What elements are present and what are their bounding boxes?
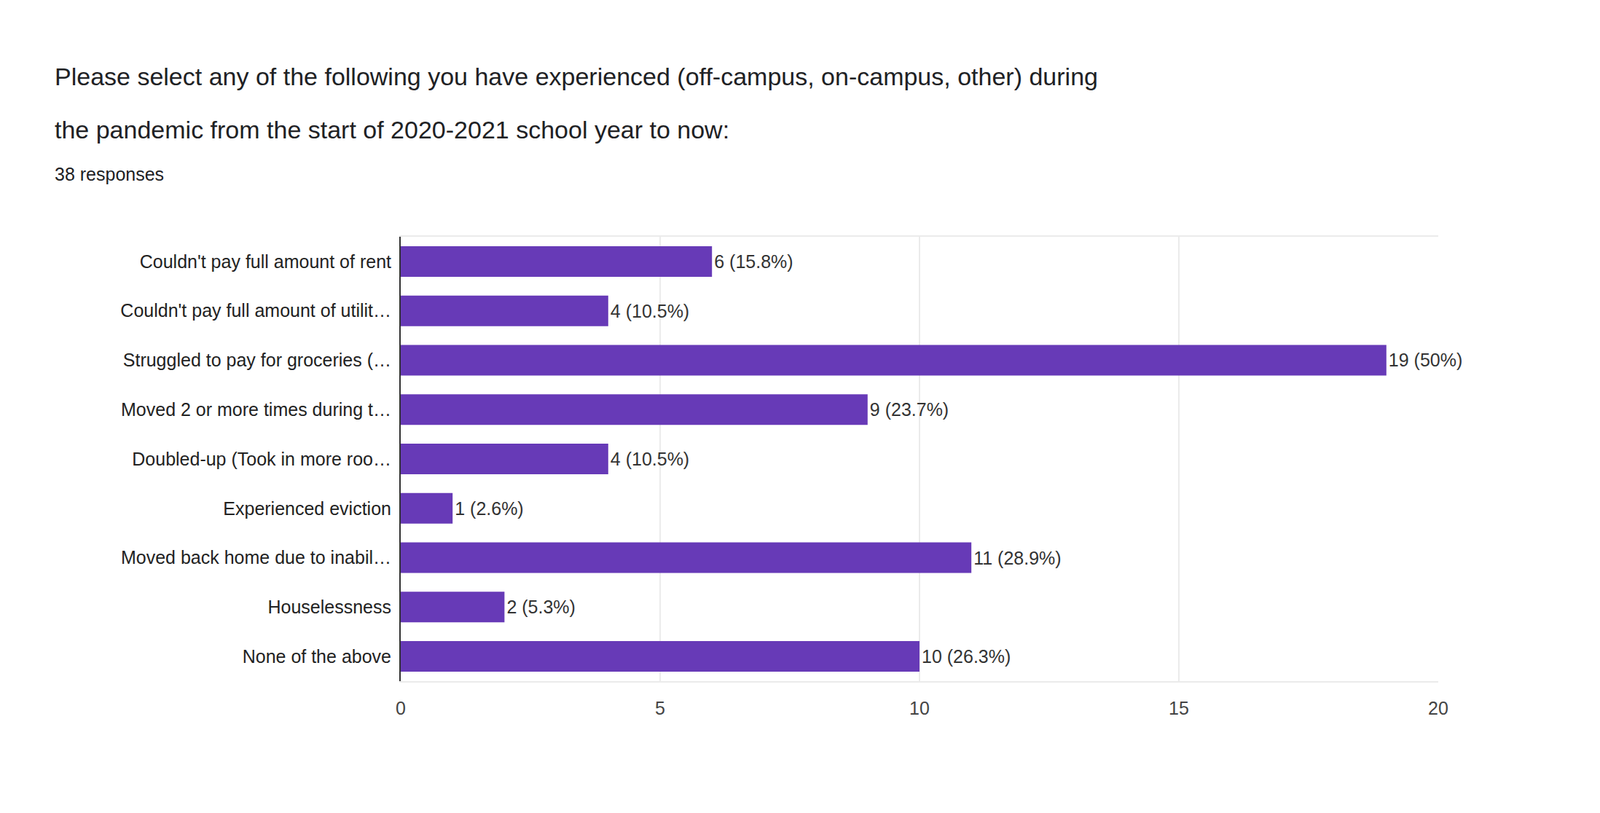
svg-text:Doubled-up (Took in more roo…: Doubled-up (Took in more roo… [131, 448, 392, 470]
svg-text:Couldn't pay full amount of ut: Couldn't pay full amount of utilit… [120, 300, 392, 321]
svg-text:20: 20 [1428, 697, 1449, 719]
svg-text:1 (2.6%): 1 (2.6%) [454, 498, 524, 519]
svg-text:Houselessness: Houselessness [267, 596, 392, 618]
svg-text:0: 0 [395, 697, 406, 719]
svg-text:10: 10 [909, 697, 930, 719]
svg-text:None of the above: None of the above [242, 646, 392, 667]
svg-text:15: 15 [1168, 697, 1190, 719]
svg-text:6 (15.8%): 6 (15.8%) [714, 251, 793, 272]
svg-text:19 (50%): 19 (50%) [1388, 349, 1463, 371]
svg-text:2 (5.3%): 2 (5.3%) [506, 596, 575, 618]
svg-text:Struggled to pay for groceries: Struggled to pay for groceries (… [123, 349, 392, 371]
svg-text:Moved 2 or more times during t: Moved 2 or more times during t… [120, 399, 392, 420]
svg-text:9 (23.7%): 9 (23.7%) [869, 399, 949, 420]
svg-text:11 (28.9%): 11 (28.9%) [973, 547, 1061, 569]
svg-text:Couldn't pay full amount of re: Couldn't pay full amount of rent [139, 251, 392, 272]
svg-text:4 (10.5%): 4 (10.5%) [610, 300, 690, 322]
svg-text:38 responses: 38 responses [54, 163, 164, 185]
svg-text:the pandemic from the start of: the pandemic from the start of 2020-2021… [54, 115, 730, 144]
svg-text:Experienced eviction: Experienced eviction [222, 498, 392, 519]
svg-text:5: 5 [655, 697, 666, 719]
svg-text:10 (26.3%): 10 (26.3%) [921, 646, 1011, 667]
svg-text:Moved back home due to inabil…: Moved back home due to inabil… [120, 547, 392, 568]
svg-text:4 (10.5%): 4 (10.5%) [610, 448, 690, 470]
svg-text:Please select any of the follo: Please select any of the following you h… [54, 62, 1098, 91]
